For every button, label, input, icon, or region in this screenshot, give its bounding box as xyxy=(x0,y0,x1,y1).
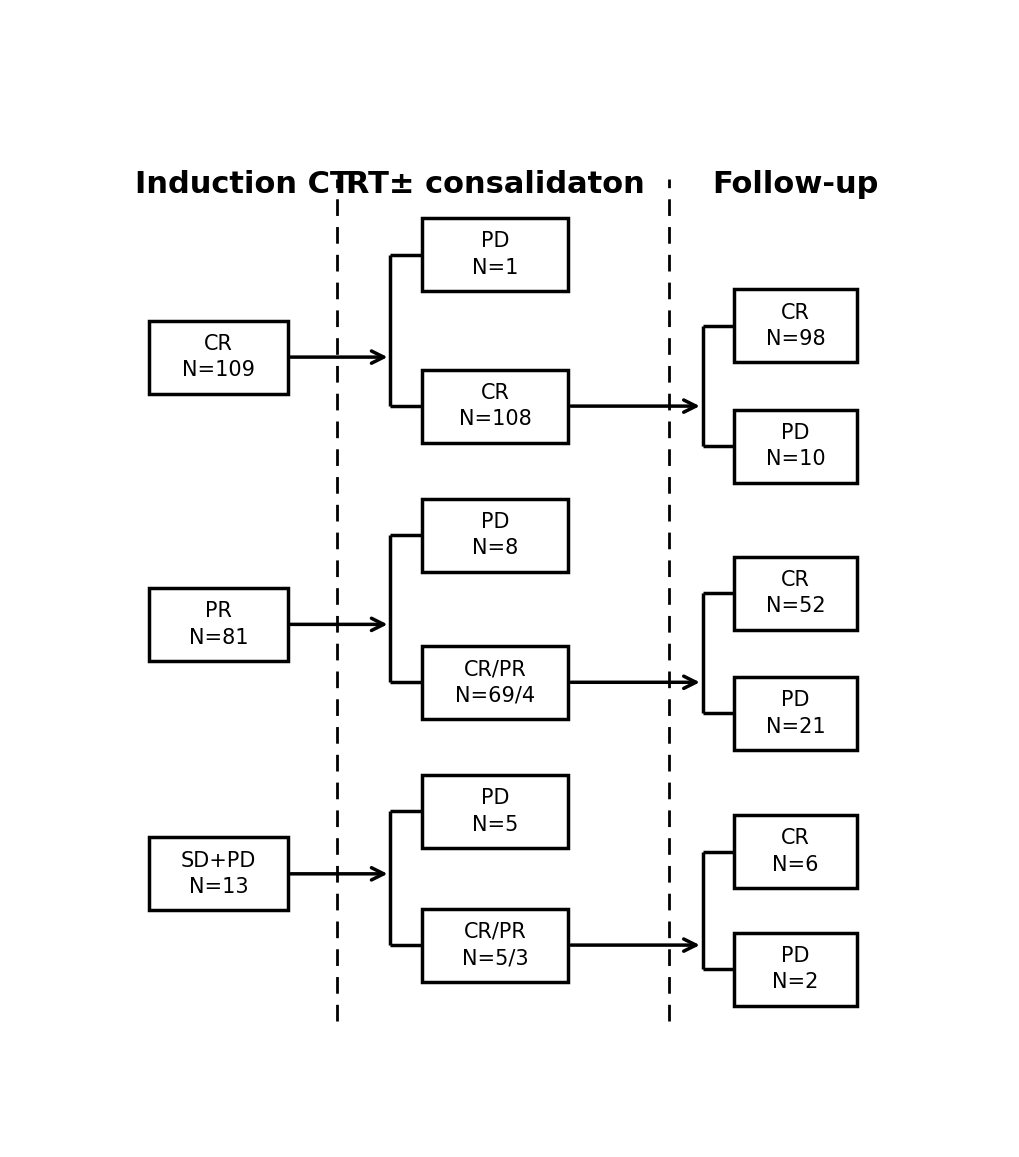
Bar xyxy=(734,289,856,362)
Bar xyxy=(734,410,856,482)
Text: CR
N=98: CR N=98 xyxy=(765,303,824,349)
Bar xyxy=(422,369,568,443)
Text: CR/PR
N=5/3: CR/PR N=5/3 xyxy=(462,922,528,968)
Text: CR
N=108: CR N=108 xyxy=(459,383,531,429)
Bar xyxy=(422,499,568,572)
Text: PD
N=8: PD N=8 xyxy=(472,513,518,559)
Bar xyxy=(734,815,856,889)
Text: CR
N=109: CR N=109 xyxy=(181,334,255,381)
Bar xyxy=(422,219,568,292)
Text: Induction CT: Induction CT xyxy=(136,170,351,199)
Text: CR
N=52: CR N=52 xyxy=(765,570,824,617)
Bar xyxy=(149,320,287,393)
Text: PD
N=21: PD N=21 xyxy=(765,691,824,737)
Bar xyxy=(422,646,568,718)
Bar xyxy=(734,933,856,1005)
Text: PD
N=2: PD N=2 xyxy=(771,946,818,993)
Text: CR/PR
N=69/4: CR/PR N=69/4 xyxy=(454,659,535,706)
Text: SD+PD
N=13: SD+PD N=13 xyxy=(180,850,256,897)
Text: RT± consalidaton: RT± consalidaton xyxy=(345,170,644,199)
Bar xyxy=(734,677,856,750)
Text: Follow-up: Follow-up xyxy=(711,170,877,199)
Text: CR
N=6: CR N=6 xyxy=(771,828,818,875)
Text: PD
N=1: PD N=1 xyxy=(472,231,518,278)
Text: PD
N=10: PD N=10 xyxy=(765,423,824,470)
Text: PR
N=81: PR N=81 xyxy=(189,602,248,648)
Bar xyxy=(149,588,287,661)
Text: PD
N=5: PD N=5 xyxy=(472,788,518,834)
Bar xyxy=(734,557,856,629)
Bar xyxy=(422,775,568,848)
Bar xyxy=(149,838,287,911)
Bar xyxy=(422,908,568,981)
